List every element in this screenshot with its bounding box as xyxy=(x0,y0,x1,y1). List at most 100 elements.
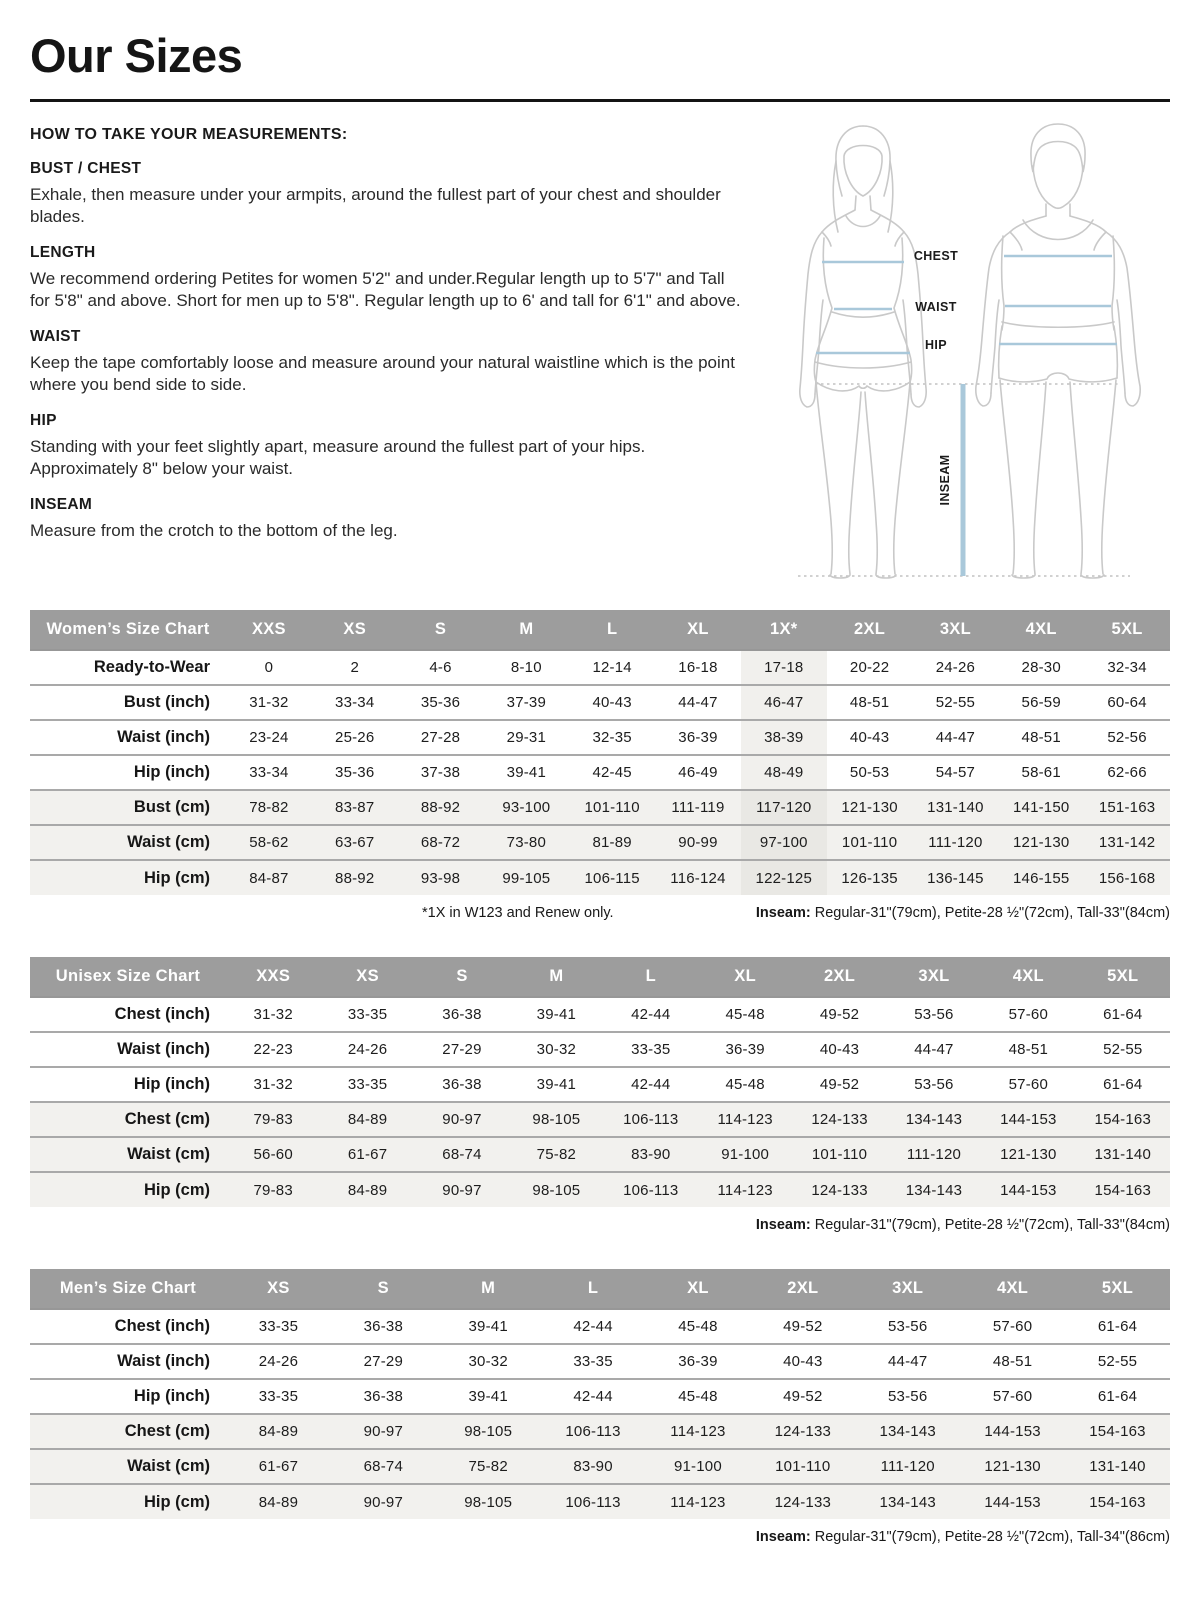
row-label: Waist (inch) xyxy=(117,1040,210,1058)
table-row: Hip (cm) 84-87 88-92 93-98 99-105 106-115 116-… xyxy=(30,860,1170,895)
size-cell: 33-35 xyxy=(347,1006,388,1023)
size-cell: 36-38 xyxy=(442,1006,482,1023)
size-cell: 106-113 xyxy=(565,1493,621,1511)
size-cell: 98-105 xyxy=(532,1111,581,1128)
size-cell: 93-98 xyxy=(420,869,461,887)
section-body: Keep the tape comfortably loose and meas… xyxy=(30,352,735,395)
size-column-header: S xyxy=(414,957,510,998)
table-row: Hip (inch) 33-35 36-38 39-41 42-44 45-48 49-52… xyxy=(30,1379,1170,1414)
size-cell: 30-32 xyxy=(536,1041,577,1058)
size-cell: 49-52 xyxy=(783,1318,823,1335)
size-cell: 116-124 xyxy=(670,869,726,887)
size-column-header: S xyxy=(330,1269,436,1310)
page-title: Our Sizes xyxy=(30,29,243,82)
size-cell: 126-135 xyxy=(841,869,898,887)
table-row: Waist (inch) 23-24 25-26 27-28 29-31 32-35 36-… xyxy=(30,720,1170,755)
size-cell: 29-31 xyxy=(506,729,547,746)
row-label: Chest (cm) xyxy=(124,1110,210,1128)
size-cell: 131-142 xyxy=(1098,834,1156,851)
size-cell: 114-123 xyxy=(717,1111,773,1128)
size-cell: 31-32 xyxy=(253,1076,293,1093)
size-cell: 111-120 xyxy=(906,1146,962,1163)
footnote-inseam: Inseam: Regular-31"(79cm), Petite-28 ½"(… xyxy=(755,905,1170,921)
size-cell: 101-110 xyxy=(584,799,640,816)
size-cell: 144-153 xyxy=(1000,1111,1057,1128)
row-label: Hip (inch) xyxy=(133,1387,210,1405)
size-cell: 53-56 xyxy=(888,1388,928,1405)
size-column-header: 1X* xyxy=(740,610,827,651)
size-column-header: XS xyxy=(320,957,415,998)
size-cell: 134-143 xyxy=(879,1423,936,1440)
table-footnotes: Inseam: Regular-31"(79cm), Petite-28 ½"(… xyxy=(30,1217,1170,1233)
table-row: Waist (cm) 61-67 68-74 75-82 83-90 91-100 101-… xyxy=(30,1449,1170,1484)
size-cell: 48-51 xyxy=(1021,729,1061,746)
section-body: Measure from the crotch to the bottom of… xyxy=(30,520,398,540)
size-column-header: 4XL xyxy=(960,1269,1065,1310)
size-cell: 61-67 xyxy=(258,1458,299,1475)
size-cell: 27-29 xyxy=(363,1353,403,1370)
row-label: Hip (inch) xyxy=(133,1075,210,1093)
size-cell: 49-52 xyxy=(819,1006,860,1023)
size-cell: 124-133 xyxy=(811,1181,868,1199)
size-cell: 58-61 xyxy=(1021,764,1061,781)
size-cell: 84-87 xyxy=(249,869,289,887)
table-row: Ready-to-Wear 0 2 4-6 8-10 12-14 16-18 17-18 20-… xyxy=(30,650,1170,685)
size-cell: 48-51 xyxy=(992,1353,1033,1370)
size-cell: 75-82 xyxy=(468,1458,508,1475)
size-cell: 33-34 xyxy=(335,694,375,711)
row-label: Hip (cm) xyxy=(144,1180,210,1199)
chest-label: CHEST xyxy=(914,249,958,263)
row-label: Waist (inch) xyxy=(117,1352,210,1370)
size-cell: 91-100 xyxy=(673,1458,722,1475)
size-cell: 134-143 xyxy=(905,1111,963,1128)
size-cell: 106-113 xyxy=(623,1181,679,1199)
size-cell: 88-92 xyxy=(420,799,461,816)
table-row: Waist (cm) 58-62 63-67 68-72 73-80 81-89 90-99… xyxy=(30,825,1170,860)
size-cell: 40-43 xyxy=(592,694,632,711)
size-cell: 61-67 xyxy=(347,1146,388,1163)
waist-label: WAIST xyxy=(915,300,957,314)
size-guide-page: Our Sizes HOW TO TAKE YOUR MEASUREMENTS:… xyxy=(30,29,1170,1545)
hip-label: HIP xyxy=(925,338,947,352)
size-cell: 124-133 xyxy=(774,1493,832,1511)
size-column-header: 5XL xyxy=(1084,610,1170,651)
size-cell: 32-35 xyxy=(592,729,632,746)
size-column-header: 2XL xyxy=(826,610,913,651)
size-cell: 121-130 xyxy=(841,799,898,816)
size-cell: 98-105 xyxy=(464,1493,513,1511)
male-figure xyxy=(975,123,1141,579)
size-column-header: L xyxy=(603,957,698,998)
size-cell: 8-10 xyxy=(510,659,542,676)
size-cell: 24-26 xyxy=(935,659,976,676)
size-cell: 114-123 xyxy=(670,1423,726,1440)
body-figures-illustration: CHEST WAIST HIP INSEAM xyxy=(798,123,1141,579)
size-cell: 81-89 xyxy=(592,834,632,851)
table-row: Hip (inch) 31-32 33-35 36-38 39-41 42-44 45-48… xyxy=(30,1067,1170,1102)
size-cell: 57-60 xyxy=(1008,1076,1048,1093)
size-cell: 33-34 xyxy=(249,764,289,781)
table-row: Waist (inch) 22-23 24-26 27-29 30-32 33-35 36-… xyxy=(30,1032,1170,1067)
size-cell: 40-43 xyxy=(819,1041,860,1058)
size-cell: 84-89 xyxy=(258,1423,299,1440)
size-cell: 134-143 xyxy=(879,1493,936,1511)
size-cell: 61-64 xyxy=(1103,1076,1143,1093)
size-cell: 99-105 xyxy=(502,869,551,887)
size-cell: 57-60 xyxy=(1008,1006,1048,1023)
size-cell: 131-140 xyxy=(1089,1458,1146,1475)
size-cell: 91-100 xyxy=(721,1146,770,1163)
size-cell: 37-39 xyxy=(506,694,547,711)
size-column-header: XS xyxy=(226,1269,331,1310)
size-cell: 36-38 xyxy=(442,1076,482,1093)
size-cell: 144-153 xyxy=(984,1423,1041,1440)
female-figure xyxy=(799,125,927,579)
mens-table: Men’s Size Chart XS S M L XL 2XL 3XL 4XL 5XL Chest… xyxy=(30,1269,1170,1519)
row-label: Chest (inch) xyxy=(114,1317,210,1335)
size-cell: 68-74 xyxy=(442,1146,482,1163)
size-cell: 39-41 xyxy=(536,1076,577,1093)
size-cell: 57-60 xyxy=(992,1388,1033,1405)
size-cell: 40-43 xyxy=(783,1353,823,1370)
size-cell: 131-140 xyxy=(1094,1146,1151,1163)
footnote-1x: *1X in W123 and Renew only. xyxy=(422,905,614,921)
size-cell: 28-30 xyxy=(1021,659,1061,676)
section-heading: LENGTH xyxy=(30,243,96,261)
